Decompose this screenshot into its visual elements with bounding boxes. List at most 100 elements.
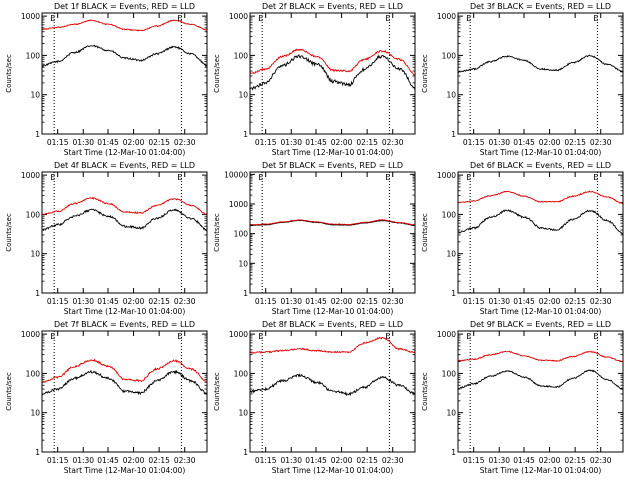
y-tick-label: 1 [451, 448, 456, 457]
y-tick-label: 100 [26, 369, 41, 378]
chart-title: Det 5f BLACK = Events, RED = LLD [262, 161, 403, 170]
x-tick-label: 02:00 [331, 456, 353, 465]
x-tick-label: 01:45 [305, 138, 327, 147]
event-marker-label: E [258, 332, 263, 341]
x-tick-label: 02:30 [590, 456, 612, 465]
y-axis-label: Counts/sec [213, 213, 221, 252]
x-tick-label: 02:00 [539, 456, 561, 465]
series-line-lld [457, 350, 624, 363]
x-tick-label: 01:15 [47, 456, 69, 465]
event-marker-label: E [177, 332, 182, 341]
x-tick-label: 01:15 [47, 138, 69, 147]
x-tick-label: 02:15 [564, 456, 586, 465]
series-line-events [41, 369, 208, 396]
chart-title: Det 2f BLACK = Events, RED = LLD [262, 2, 403, 11]
y-axis-label: Counts/sec [421, 54, 429, 93]
event-marker-label: E [50, 14, 55, 23]
y-tick-label: 10000 [224, 170, 248, 179]
chart-panel-6: Det 6f BLACK = Events, RED = LLD Counts/s… [421, 161, 624, 316]
plot-frame [41, 12, 208, 135]
y-tick-label: 100 [234, 230, 249, 239]
y-tick-label: 1 [243, 448, 248, 457]
event-marker-label: E [466, 332, 471, 341]
x-axis-label: Start Time (12-Mar-10 01:04:00) [272, 307, 394, 316]
x-tick-label: 01:30 [280, 456, 302, 465]
x-tick-label: 01:30 [488, 456, 510, 465]
y-tick-label: 1000 [21, 330, 40, 339]
event-marker-label: E [50, 332, 55, 341]
plot-frame [457, 330, 624, 453]
series-line-events [249, 373, 416, 397]
x-tick-label: 01:30 [280, 138, 302, 147]
y-tick-label: 1000 [229, 12, 248, 21]
x-tick-label: 01:15 [463, 456, 485, 465]
y-tick-label: 1 [451, 130, 456, 139]
event-marker-label: E [593, 332, 598, 341]
chart-panel-2: Det 2f BLACK = Events, RED = LLD Counts/s… [213, 2, 416, 157]
y-tick-label: 10 [238, 409, 248, 418]
x-tick-label: 02:15 [356, 456, 378, 465]
y-tick-label: 1000 [437, 171, 456, 180]
y-tick-label: 1000 [21, 171, 40, 180]
x-tick-label: 02:00 [331, 297, 353, 306]
plot-frame [249, 171, 416, 294]
chart-panel-1: Det 1f BLACK = Events, RED = LLD Counts/s… [5, 2, 208, 157]
y-axis-label: Counts/sec [213, 54, 221, 93]
plot-frame [41, 330, 208, 453]
x-tick-label: 02:15 [356, 297, 378, 306]
x-tick-label: 02:00 [331, 138, 353, 147]
chart-panel-9: Det 9f BLACK = Events, RED = LLD Counts/s… [421, 320, 624, 475]
x-tick-label: 01:45 [97, 297, 119, 306]
x-tick-label: 02:30 [174, 138, 196, 147]
y-axis-label: Counts/sec [5, 372, 13, 411]
y-tick-label: 1000 [21, 12, 40, 21]
y-axis-label: Counts/sec [421, 372, 429, 411]
event-marker-label: E [50, 173, 55, 182]
x-tick-label: 01:30 [72, 297, 94, 306]
x-tick-label: 02:00 [123, 138, 145, 147]
event-marker-label: E [258, 14, 263, 23]
y-tick-label: 10 [446, 409, 456, 418]
chart-title: Det 4f BLACK = Events, RED = LLD [54, 161, 195, 170]
x-tick-label: 02:30 [382, 138, 404, 147]
event-marker-label: E [177, 173, 182, 182]
chart-title: Det 8f BLACK = Events, RED = LLD [262, 320, 403, 329]
chart-panel-8: Det 8f BLACK = Events, RED = LLD Counts/s… [213, 320, 416, 475]
series-line-events [457, 209, 624, 235]
series-line-events [41, 208, 208, 232]
y-axis-label: Counts/sec [5, 213, 13, 252]
x-tick-label: 01:45 [513, 456, 535, 465]
x-tick-label: 02:30 [174, 297, 196, 306]
series-line-lld [249, 48, 416, 76]
y-tick-label: 10 [446, 250, 456, 259]
series-line-events [41, 44, 208, 67]
series-line-lld [41, 19, 208, 32]
chart-panel-4: Det 4f BLACK = Events, RED = LLD Counts/s… [5, 161, 208, 316]
x-tick-label: 01:30 [488, 138, 510, 147]
y-tick-label: 100 [26, 210, 41, 219]
series-line-lld [41, 358, 208, 384]
event-marker-label: E [177, 14, 182, 23]
series-line-lld [250, 219, 416, 226]
x-tick-label: 02:30 [382, 297, 404, 306]
series-line-lld [249, 336, 416, 354]
y-tick-label: 10 [30, 91, 40, 100]
x-tick-label: 01:30 [72, 456, 94, 465]
x-axis-label: Start Time (12-Mar-10 01:04:00) [64, 148, 186, 157]
series-line-events [249, 54, 416, 91]
event-marker-label: E [385, 14, 390, 23]
x-tick-label: 01:15 [255, 297, 277, 306]
x-tick-label: 02:30 [590, 138, 612, 147]
chart-title: Det 1f BLACK = Events, RED = LLD [54, 2, 195, 11]
x-axis-label: Start Time (12-Mar-10 01:04:00) [64, 466, 186, 475]
x-tick-label: 02:00 [539, 138, 561, 147]
y-tick-label: 1000 [437, 330, 456, 339]
x-axis-label: Start Time (12-Mar-10 01:04:00) [272, 466, 394, 475]
x-tick-label: 02:15 [356, 138, 378, 147]
y-tick-label: 1000 [229, 200, 248, 209]
x-tick-label: 01:45 [305, 456, 327, 465]
y-tick-label: 100 [234, 51, 249, 60]
x-tick-label: 02:30 [174, 456, 196, 465]
x-tick-label: 02:15 [148, 138, 170, 147]
y-tick-label: 100 [234, 369, 249, 378]
